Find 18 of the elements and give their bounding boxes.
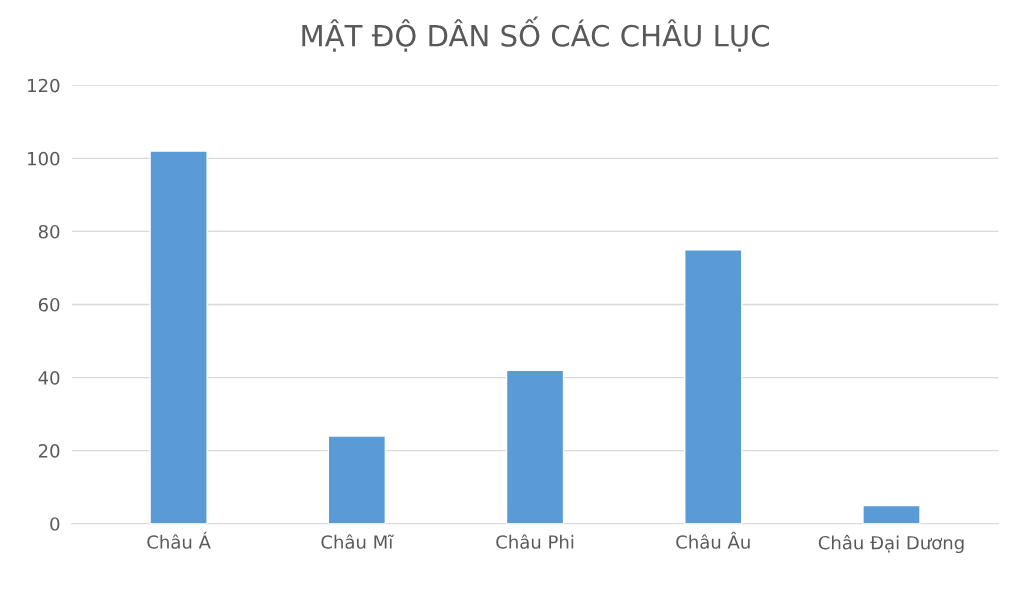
y-tick-label: 60 [38,297,60,312]
bar [149,150,208,524]
x-tick-label: Châu Mĩ [321,534,394,549]
y-tick-label: 0 [50,517,60,531]
y-tick-label: 100 [28,151,60,166]
y-tick-label: 20 [38,444,60,458]
x-tick-label: Châu Phi [496,534,574,549]
bar [862,504,921,524]
bar [505,369,565,524]
y-tick-label: 80 [38,224,60,239]
chart-title: MẬT ĐỘ DÂN SỐ CÁC CHÂU LỤC [302,16,769,52]
y-tick-label: 120 [28,78,60,93]
y-tick-label: 40 [38,371,60,385]
bar [684,248,743,524]
x-tick-label: Châu Âu [676,531,750,549]
x-tick-label: Châu Đại Dương [818,534,964,554]
bar [327,435,387,524]
x-tick-label: Châu Á [147,531,211,549]
